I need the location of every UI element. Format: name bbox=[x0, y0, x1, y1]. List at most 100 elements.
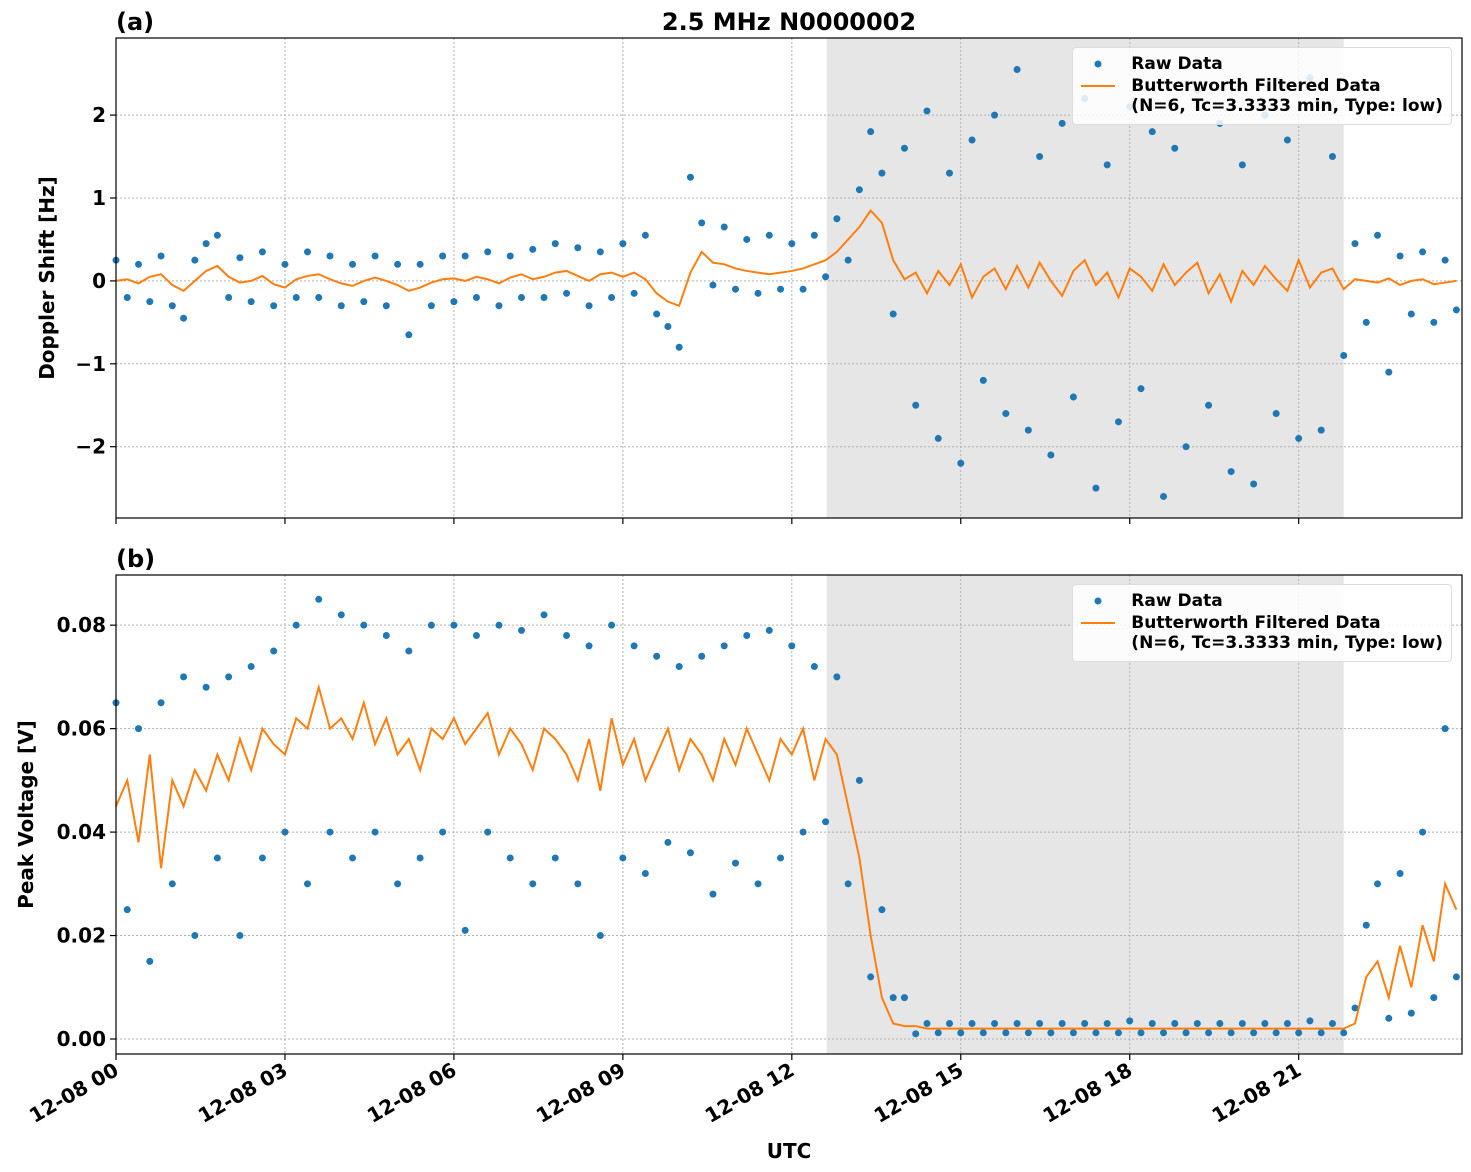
raw-point bbox=[1374, 231, 1382, 239]
panel-label: (a) bbox=[116, 8, 154, 36]
raw-point bbox=[1148, 1019, 1156, 1027]
raw-point bbox=[1160, 1029, 1168, 1037]
raw-point bbox=[1193, 1019, 1201, 1027]
legend-label: Raw Data bbox=[1131, 54, 1223, 74]
raw-point bbox=[123, 906, 131, 914]
raw-point bbox=[1160, 492, 1168, 500]
raw-point bbox=[551, 240, 559, 248]
legend-swatch bbox=[1081, 85, 1116, 87]
filtered-line bbox=[115, 683, 1458, 1030]
raw-point bbox=[855, 186, 863, 194]
raw-point bbox=[923, 107, 931, 115]
raw-point bbox=[1430, 994, 1438, 1002]
raw-point bbox=[1047, 451, 1055, 459]
raw-point bbox=[394, 880, 402, 888]
x-tick-label: 12-08 18 bbox=[1039, 1058, 1137, 1128]
raw-point bbox=[912, 1030, 920, 1038]
raw-point bbox=[461, 926, 469, 934]
raw-point bbox=[1351, 1004, 1359, 1012]
raw-point bbox=[900, 144, 908, 152]
raw-point bbox=[1272, 1029, 1280, 1037]
raw-point bbox=[405, 331, 413, 339]
raw-point bbox=[777, 285, 785, 293]
raw-point bbox=[349, 260, 357, 268]
raw-point bbox=[946, 169, 954, 177]
raw-point bbox=[1283, 136, 1291, 144]
raw-point bbox=[472, 293, 480, 301]
raw-point bbox=[135, 725, 143, 733]
raw-point bbox=[788, 642, 796, 650]
legend-entry: Raw Data bbox=[1079, 591, 1443, 611]
raw-point bbox=[439, 828, 447, 836]
raw-point bbox=[844, 256, 852, 264]
raw-point bbox=[180, 673, 188, 681]
raw-point bbox=[303, 880, 311, 888]
raw-point bbox=[810, 231, 818, 239]
raw-point bbox=[461, 252, 469, 260]
raw-point bbox=[619, 854, 627, 862]
y-tick-label: 0.08 bbox=[57, 613, 106, 637]
raw-point bbox=[1396, 252, 1404, 260]
raw-point bbox=[1351, 240, 1359, 248]
raw-point bbox=[247, 663, 255, 671]
raw-point bbox=[247, 298, 255, 306]
raw-point bbox=[258, 248, 266, 256]
raw-point bbox=[889, 994, 897, 1002]
raw-point bbox=[664, 838, 672, 846]
raw-point bbox=[1272, 410, 1280, 418]
raw-point bbox=[1182, 443, 1190, 451]
raw-point bbox=[270, 302, 278, 310]
raw-point bbox=[563, 632, 571, 640]
raw-point bbox=[258, 854, 266, 862]
raw-point bbox=[529, 880, 537, 888]
raw-point bbox=[788, 240, 796, 248]
legend-label: Butterworth Filtered Data (N=6, Tc=3.333… bbox=[1131, 613, 1443, 653]
raw-point bbox=[777, 854, 785, 862]
raw-point bbox=[450, 621, 458, 629]
raw-point bbox=[540, 293, 548, 301]
raw-point bbox=[1182, 1029, 1190, 1037]
raw-point bbox=[698, 652, 706, 660]
legend: Raw Data Butterworth Filtered Data (N=6, … bbox=[1072, 47, 1452, 125]
raw-point bbox=[1024, 426, 1032, 434]
raw-point bbox=[720, 642, 728, 650]
legend-swatch bbox=[1081, 622, 1116, 624]
raw-point bbox=[630, 289, 638, 297]
raw-point bbox=[1441, 725, 1449, 733]
raw-point bbox=[517, 626, 525, 634]
raw-point bbox=[867, 973, 875, 981]
legend: Raw Data Butterworth Filtered Data (N=6, … bbox=[1072, 584, 1452, 662]
raw-point bbox=[1250, 1029, 1258, 1037]
raw-point bbox=[563, 289, 571, 297]
raw-point bbox=[1295, 434, 1303, 442]
raw-point bbox=[698, 219, 706, 227]
raw-point bbox=[979, 1029, 987, 1037]
raw-point bbox=[382, 302, 390, 310]
raw-point bbox=[822, 818, 830, 826]
x-tick-label: 12-08 03 bbox=[194, 1058, 292, 1128]
y-tick-label: 2 bbox=[92, 103, 106, 127]
raw-point bbox=[540, 611, 548, 619]
raw-point bbox=[641, 869, 649, 877]
raw-point bbox=[754, 880, 762, 888]
raw-point bbox=[427, 302, 435, 310]
x-tick-label: 12-08 09 bbox=[532, 1058, 630, 1128]
raw-point bbox=[360, 298, 368, 306]
raw-point bbox=[641, 231, 649, 239]
y-tick-label: 0.02 bbox=[57, 924, 106, 948]
raw-point bbox=[799, 828, 807, 836]
x-tick-label: 12-08 12 bbox=[701, 1058, 799, 1128]
raw-point bbox=[1036, 153, 1044, 161]
raw-point bbox=[1452, 973, 1460, 981]
raw-point bbox=[574, 244, 582, 252]
raw-point bbox=[968, 136, 976, 144]
legend-swatch bbox=[1094, 597, 1102, 605]
raw-point bbox=[1114, 418, 1122, 426]
raw-point bbox=[1317, 426, 1325, 434]
raw-point bbox=[1317, 1029, 1325, 1037]
raw-point bbox=[743, 235, 751, 243]
raw-point bbox=[1328, 1019, 1336, 1027]
raw-point bbox=[371, 252, 379, 260]
y-axis-label: Peak Voltage [V] bbox=[14, 720, 38, 909]
raw-point bbox=[394, 260, 402, 268]
